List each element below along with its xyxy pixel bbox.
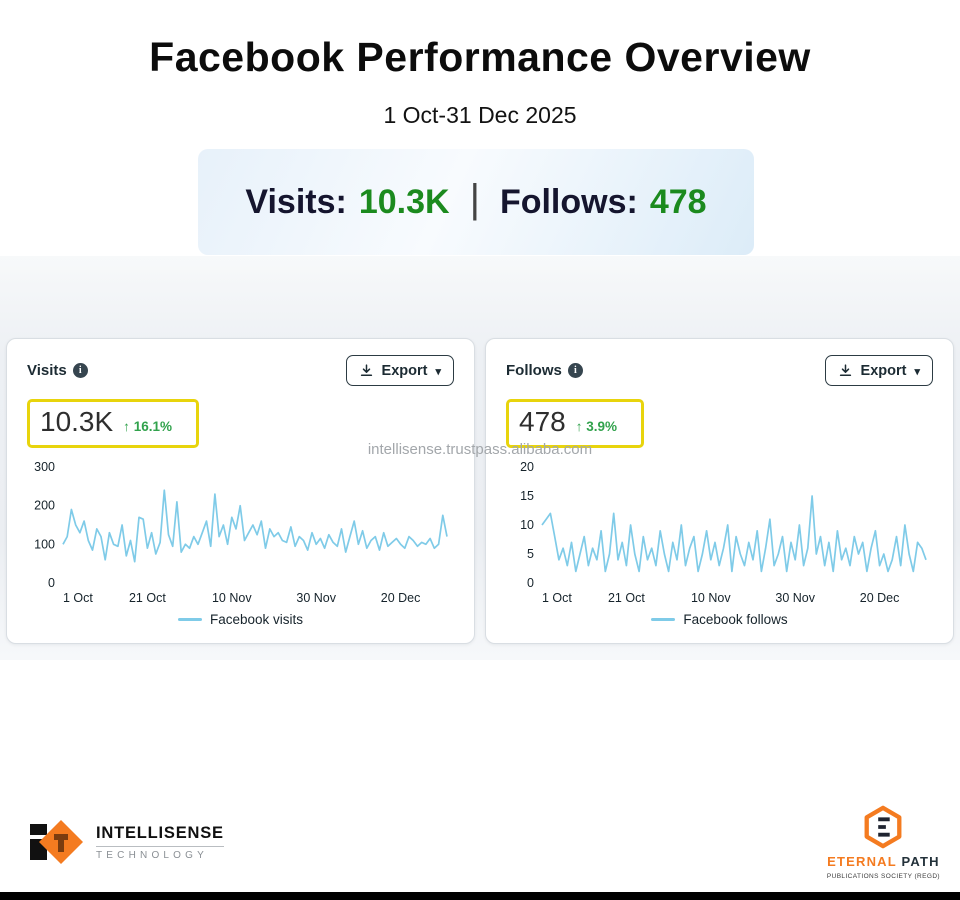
- export-label: Export: [381, 362, 428, 379]
- page-title: Facebook Performance Overview: [149, 34, 811, 80]
- svg-text:10 Nov: 10 Nov: [691, 591, 731, 605]
- metric-delta: ↑ 3.9%: [576, 419, 617, 434]
- svg-text:1 Oct: 1 Oct: [63, 591, 93, 605]
- metric-delta-value: 3.9%: [586, 419, 618, 434]
- eternal-path-logo-icon: [864, 805, 902, 849]
- svg-text:200: 200: [34, 499, 55, 513]
- legend-label: Facebook follows: [683, 612, 788, 627]
- legend-swatch: [177, 618, 202, 621]
- metric-value: 10.3K: [40, 406, 114, 437]
- svg-text:21 Oct: 21 Oct: [608, 591, 645, 605]
- follows-card: Follows i Export ▾ 478 ↑ 3.9% 0 5 10 15 20 1 …: [485, 338, 954, 644]
- info-icon[interactable]: i: [567, 363, 583, 378]
- visits-line-chart: 0 100 200 300 1 Oct 21 Oct 10 Nov 30 Nov 20 Dec: [34, 460, 448, 605]
- visits-card-header: Visits i Export ▾: [27, 355, 454, 386]
- follows-value: 478: [649, 182, 707, 221]
- up-arrow-icon: ↑: [123, 419, 130, 434]
- visits-legend: Facebook visits: [27, 612, 454, 627]
- svg-text:20 Dec: 20 Dec: [860, 591, 900, 605]
- eternal-path-subtitle: PUBLICATIONS SOCIETY (REGD): [826, 873, 940, 880]
- summary-bar: Visits: 10.3K | Follows: 478: [198, 149, 754, 255]
- watermark: intellisense.trustpass.alibaba.com: [367, 441, 593, 458]
- follows-label: Follows:: [499, 182, 638, 221]
- caret-down-icon: ▾: [435, 366, 441, 378]
- metric-delta: ↑ 16.1%: [123, 419, 172, 434]
- eternal-path-logo: ETERNAL PATH PUBLICATIONS SOCIETY (REGD): [827, 804, 940, 880]
- bottom-bar: [0, 892, 960, 900]
- follows-legend: Facebook follows: [506, 612, 933, 627]
- eternal-path-name: ETERNAL PATH: [827, 854, 940, 869]
- svg-text:1 Oct: 1 Oct: [542, 591, 572, 605]
- svg-text:0: 0: [48, 576, 55, 590]
- svg-text:30 Nov: 30 Nov: [775, 591, 815, 605]
- svg-text:30 Nov: 30 Nov: [296, 591, 336, 605]
- svg-text:10 Nov: 10 Nov: [212, 591, 252, 605]
- info-glyph: i: [78, 365, 82, 376]
- svg-text:20: 20: [520, 460, 534, 474]
- legend-label: Facebook visits: [209, 612, 304, 627]
- card-title: Visits: [27, 362, 67, 379]
- metric-value: 478: [519, 406, 566, 437]
- follows-card-header: Follows i Export ▾: [506, 355, 933, 386]
- svg-text:20 Dec: 20 Dec: [381, 591, 421, 605]
- caret-down-icon: ▾: [914, 366, 920, 378]
- download-icon: [360, 364, 372, 376]
- export-button[interactable]: Export ▾: [824, 355, 933, 386]
- intellisense-logo: INTELLISENSE TECHNOLOGY: [30, 818, 224, 866]
- export-button[interactable]: Export ▾: [345, 355, 454, 386]
- svg-text:5: 5: [527, 547, 534, 561]
- up-arrow-icon: ↑: [575, 419, 583, 434]
- download-icon: [839, 364, 851, 376]
- visits-label: Visits:: [245, 182, 347, 221]
- svg-text:0: 0: [527, 576, 534, 590]
- svg-text:100: 100: [34, 537, 55, 551]
- card-title: Follows: [506, 362, 562, 379]
- intellisense-subtitle: TECHNOLOGY: [96, 845, 224, 861]
- info-glyph: i: [573, 365, 577, 376]
- follows-line-chart: 0 5 10 15 20 1 Oct 21 Oct 10 Nov 30 Nov 20 Dec: [520, 460, 927, 605]
- export-label: Export: [860, 362, 907, 379]
- intellisense-name: INTELLISENSE: [96, 823, 224, 842]
- visits-card: Visits i Export ▾ 10.3K ↑ 16.1% 0 100 200 3…: [6, 338, 475, 644]
- info-icon[interactable]: i: [72, 363, 88, 378]
- svg-text:300: 300: [34, 460, 55, 474]
- metric-highlight-box: 10.3K ↑ 16.1%: [27, 399, 199, 448]
- metric-delta-value: 16.1%: [133, 419, 172, 434]
- metric-highlight-box: 478 ↑ 3.9%: [506, 399, 645, 448]
- svg-text:21 Oct: 21 Oct: [129, 591, 166, 605]
- visits-value: 10.3K: [358, 182, 450, 221]
- svg-text:15: 15: [520, 489, 534, 503]
- summary-divider: |: [469, 176, 480, 221]
- svg-text:10: 10: [520, 518, 534, 532]
- legend-swatch: [651, 618, 676, 621]
- intellisense-logo-icon: [30, 820, 83, 864]
- date-range: 1 Oct-31 Dec 2025: [383, 102, 577, 128]
